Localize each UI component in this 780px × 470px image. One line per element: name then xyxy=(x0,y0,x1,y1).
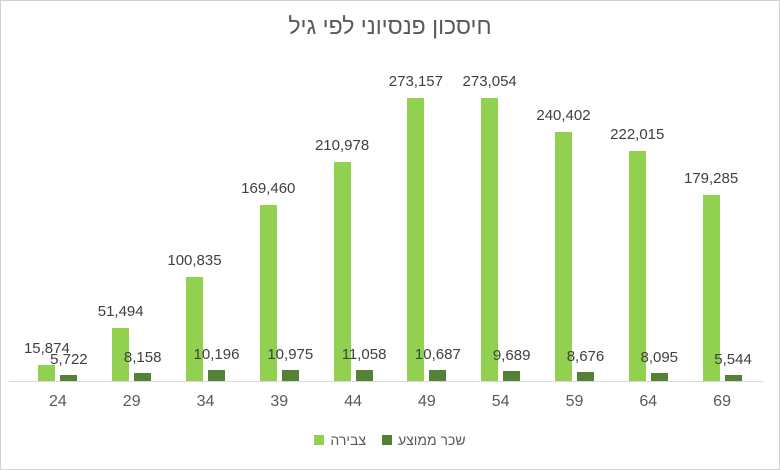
bar-accumulation[interactable] xyxy=(481,98,499,381)
x-axis-labels: 24 29 34 39 44 49 54 59 64 69 xyxy=(21,393,759,411)
bar-group-39: 169,460 10,975 xyxy=(241,98,316,381)
bar-average-salary[interactable] xyxy=(355,369,373,381)
bar-accumulation[interactable] xyxy=(702,195,720,381)
data-label-average-salary: 10,687 xyxy=(414,345,461,363)
bar-accumulation[interactable] xyxy=(333,162,351,381)
bar-group-49: 273,157 10,687 xyxy=(389,73,464,381)
legend-label-average-salary: שכר ממוצע xyxy=(397,432,466,448)
data-label-average-salary: 8,158 xyxy=(123,348,162,366)
bar-average-salary[interactable] xyxy=(60,375,78,381)
bar-average-salary[interactable] xyxy=(207,370,225,381)
bar-accumulation[interactable] xyxy=(112,327,130,381)
bar-average-salary[interactable] xyxy=(724,375,742,381)
data-label-average-salary: 10,196 xyxy=(193,346,240,364)
bar-group-34: 100,835 10,196 xyxy=(167,98,243,381)
x-axis-label: 39 xyxy=(270,393,289,410)
legend-swatch-average-salary-icon xyxy=(381,435,392,445)
data-label-accumulation: 273,054 xyxy=(462,73,517,91)
bar-accumulation[interactable] xyxy=(185,276,203,381)
plot-area: 15,874 5,722 51,494 8,158 100,835 10,196 169,4… xyxy=(21,73,759,381)
data-label-average-salary: 8,676 xyxy=(566,348,605,365)
legend-swatch-accumulation-icon xyxy=(314,435,325,445)
legend-item-accumulation[interactable]: צבירה xyxy=(314,432,366,448)
x-axis-line xyxy=(9,381,763,382)
data-label-average-salary: 10,975 xyxy=(267,345,314,363)
bar-group-44: 210,978 11,058 xyxy=(314,98,390,381)
data-label-accumulation: 222,015 xyxy=(610,126,665,143)
data-label-average-salary: 5,722 xyxy=(50,351,88,369)
bar-average-salary[interactable] xyxy=(429,369,447,381)
data-label-accumulation: 51,494 xyxy=(97,302,144,320)
x-axis-label: 34 xyxy=(196,393,215,410)
legend: צבירה שכר ממוצע xyxy=(1,432,779,448)
x-axis-label: 64 xyxy=(639,393,658,410)
data-label-accumulation: 100,835 xyxy=(167,251,222,269)
bar-group-29: 51,494 8,158 xyxy=(95,98,169,381)
x-axis-label: 29 xyxy=(122,393,141,410)
x-axis-label: 49 xyxy=(417,393,436,410)
bar-accumulation[interactable] xyxy=(554,131,572,381)
bar-group-64: 222,015 8,095 xyxy=(610,98,685,381)
data-label-average-salary: 9,689 xyxy=(492,347,531,364)
data-label-average-salary: 5,544 xyxy=(714,351,752,369)
data-label-average-salary: 11,058 xyxy=(341,345,387,363)
bar-group-54: 273,054 9,689 xyxy=(463,73,538,381)
x-axis-label: 24 xyxy=(49,393,67,410)
data-label-average-salary: 8,095 xyxy=(640,348,679,366)
data-label-accumulation: 273,157 xyxy=(388,73,443,90)
bar-average-salary[interactable] xyxy=(134,372,152,381)
bar-accumulation[interactable] xyxy=(259,205,277,381)
bar-accumulation[interactable] xyxy=(407,98,425,381)
x-axis-label: 59 xyxy=(565,393,584,410)
bar-group-59: 240,402 8,676 xyxy=(536,98,612,381)
bar-accumulation[interactable] xyxy=(628,151,646,381)
bar-average-salary[interactable] xyxy=(576,372,594,381)
x-axis-label: 44 xyxy=(344,393,362,410)
legend-item-average-salary[interactable]: שכר ממוצע xyxy=(381,432,466,448)
x-axis-label: 69 xyxy=(713,393,731,410)
bar-average-salary[interactable] xyxy=(650,372,668,381)
legend-label-accumulation: צבירה xyxy=(330,432,366,448)
data-label-accumulation: 15,874 xyxy=(23,339,70,357)
bar-group-69: 179,285 5,544 xyxy=(683,98,759,381)
bar-group-24: 15,874 5,722 xyxy=(21,98,95,381)
x-axis-label: 54 xyxy=(491,393,510,410)
data-label-accumulation: 179,285 xyxy=(683,170,739,188)
data-label-accumulation: 210,978 xyxy=(314,137,370,155)
bar-accumulation[interactable] xyxy=(38,364,56,381)
chart-title: חיסכון פנסיוני לפי גיל xyxy=(288,13,492,39)
bar-average-salary[interactable] xyxy=(281,369,299,381)
data-label-accumulation: 240,402 xyxy=(536,106,591,124)
data-label-accumulation: 169,460 xyxy=(241,180,296,198)
bar-average-salary[interactable] xyxy=(503,371,521,381)
